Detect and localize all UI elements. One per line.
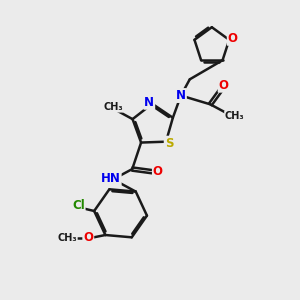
Text: Cl: Cl <box>72 199 85 212</box>
Text: N: N <box>144 96 154 109</box>
Text: CH₃: CH₃ <box>225 111 244 121</box>
Text: O: O <box>219 79 229 92</box>
Text: O: O <box>228 32 238 45</box>
Text: CH₃: CH₃ <box>57 233 77 243</box>
Text: O: O <box>83 232 93 244</box>
Text: O: O <box>153 166 163 178</box>
Text: S: S <box>165 137 173 150</box>
Text: CH₃: CH₃ <box>103 102 123 112</box>
Text: HN: HN <box>101 172 121 185</box>
Text: N: N <box>176 89 186 102</box>
